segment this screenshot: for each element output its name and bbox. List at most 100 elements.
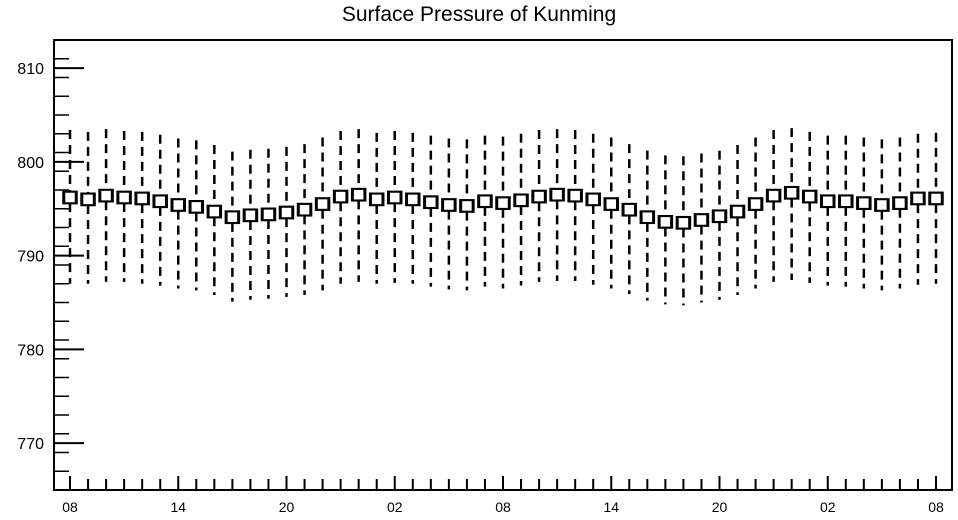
box-item — [603, 137, 619, 289]
median-marker — [172, 198, 185, 212]
box-item — [549, 129, 565, 281]
box-item — [296, 144, 313, 295]
box-item — [206, 145, 223, 295]
box-item — [856, 137, 872, 289]
box-item — [747, 137, 764, 289]
median-marker — [532, 190, 546, 203]
median-marker — [785, 186, 798, 200]
box-item — [531, 130, 547, 282]
x-tick-label: 20 — [279, 499, 295, 515]
box-item — [314, 137, 331, 291]
median-marker — [352, 188, 365, 201]
median-marker — [893, 196, 907, 210]
median-marker — [280, 206, 293, 219]
box-item — [350, 129, 367, 282]
x-tick-label: 20 — [712, 499, 728, 515]
median-marker — [424, 195, 438, 209]
median-marker — [135, 192, 149, 205]
box-item — [801, 131, 818, 283]
median-marker — [605, 197, 618, 211]
plot-frame — [53, 39, 953, 491]
box-item — [675, 156, 692, 306]
median-marker — [514, 194, 528, 207]
median-marker — [81, 193, 95, 206]
box-item — [188, 140, 205, 291]
box-item — [405, 132, 421, 284]
axis-ticks: 770 780 790 800 810 08 14 20 02 08 14 20 02 08 — [17, 39, 944, 515]
y-tick-label: 800 — [17, 155, 44, 172]
box-item — [134, 131, 150, 284]
box-item — [170, 138, 186, 289]
box-item — [513, 133, 529, 286]
box-item — [838, 135, 854, 287]
median-marker — [190, 200, 203, 214]
box-item — [693, 153, 710, 303]
median-marker — [334, 190, 347, 203]
box-item — [98, 129, 114, 282]
y-tick-label: 780 — [17, 342, 44, 359]
box-item — [567, 130, 583, 281]
median-marker — [117, 191, 131, 204]
median-marker — [568, 189, 582, 202]
median-marker — [244, 209, 257, 222]
median-marker — [460, 199, 474, 213]
box-item — [278, 146, 295, 297]
median-marker — [929, 192, 943, 205]
y-tick-label: 770 — [17, 436, 44, 453]
x-tick-label: 02 — [820, 499, 836, 515]
median-marker — [586, 193, 600, 206]
box-item — [765, 130, 782, 282]
median-marker — [749, 197, 762, 211]
box-item — [820, 135, 836, 286]
x-tick-label: 08 — [928, 499, 944, 515]
median-marker — [442, 198, 456, 212]
box-item — [116, 130, 132, 282]
median-marker — [731, 205, 744, 218]
median-marker — [659, 215, 672, 229]
median-marker — [478, 195, 492, 208]
median-marker — [821, 195, 834, 208]
median-marker — [550, 188, 564, 201]
median-marker — [388, 191, 401, 204]
box-item — [477, 135, 493, 287]
box-item — [495, 136, 511, 289]
median-marker — [713, 210, 726, 223]
median-marker — [63, 191, 77, 204]
x-tick-label: 14 — [170, 499, 186, 515]
box-item — [152, 134, 168, 286]
median-marker — [839, 195, 853, 208]
median-marker — [262, 208, 275, 221]
box-item — [441, 138, 457, 290]
box-item — [729, 145, 746, 295]
x-tick-label: 08 — [62, 499, 78, 515]
box-item — [711, 150, 728, 300]
box-item — [910, 133, 926, 285]
y-tick-label: 790 — [17, 249, 44, 266]
box-item — [657, 155, 674, 305]
box-item — [332, 130, 349, 284]
median-marker — [298, 203, 311, 216]
median-marker — [370, 193, 383, 206]
box-item — [928, 132, 944, 284]
median-marker — [677, 216, 690, 230]
median-marker — [695, 213, 708, 227]
box-item — [423, 135, 439, 287]
box-item — [387, 130, 403, 283]
median-marker — [153, 195, 167, 208]
x-tick-label: 08 — [495, 499, 511, 515]
box-item — [62, 130, 78, 284]
box-item — [783, 128, 800, 280]
median-marker — [857, 196, 871, 210]
box-item — [639, 150, 656, 301]
median-marker — [226, 210, 239, 224]
median-marker — [99, 189, 113, 202]
chart-title: Surface Pressure of Kunming — [341, 3, 617, 26]
median-marker — [911, 192, 925, 205]
median-marker — [208, 205, 221, 218]
median-marker — [641, 210, 654, 224]
box-item — [260, 148, 277, 299]
box-item — [80, 131, 96, 284]
x-tick-label: 02 — [387, 499, 403, 515]
y-tick-label: 810 — [17, 61, 44, 78]
